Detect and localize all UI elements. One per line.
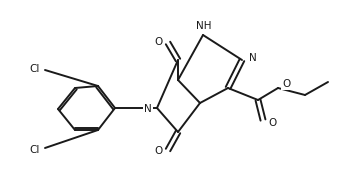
Text: N: N xyxy=(144,104,152,114)
Text: Cl: Cl xyxy=(30,64,40,74)
Text: O: O xyxy=(282,79,290,89)
Text: NH: NH xyxy=(196,21,212,31)
Text: Cl: Cl xyxy=(30,145,40,155)
Text: N: N xyxy=(249,53,257,63)
Text: O: O xyxy=(268,118,276,128)
Text: O: O xyxy=(155,146,163,156)
Text: O: O xyxy=(155,37,163,47)
